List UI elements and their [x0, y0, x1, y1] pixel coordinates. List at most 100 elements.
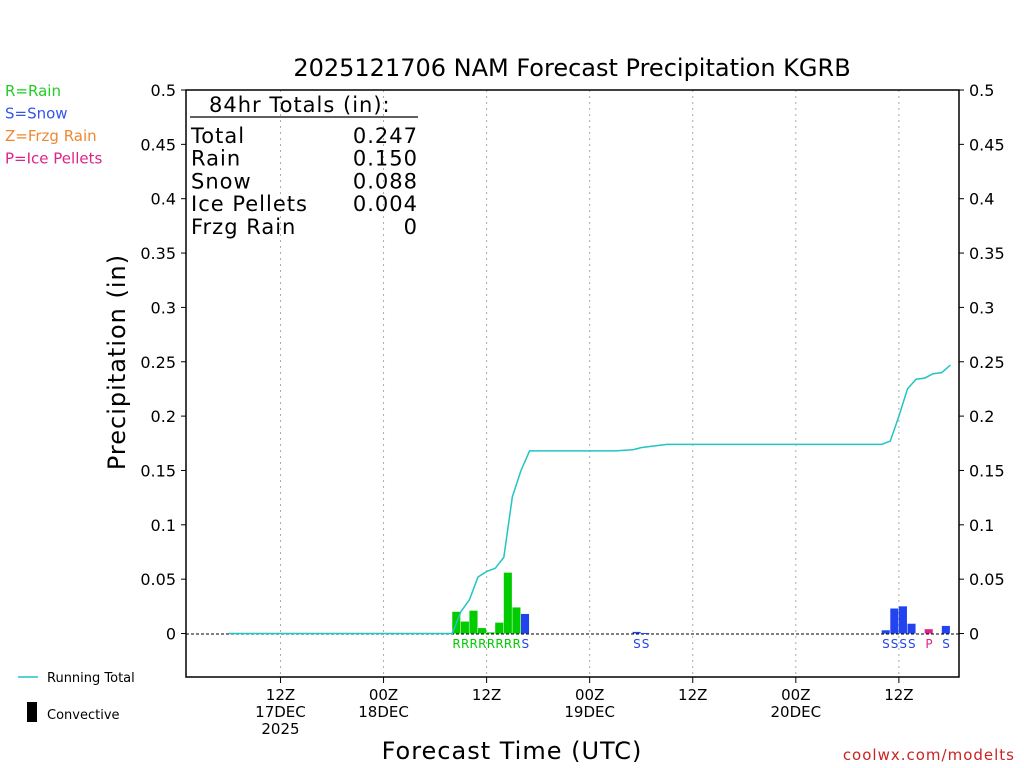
precip-bar [478, 628, 487, 634]
precip-type-legend: R=Rain S=Snow Z=Frzg Rain P=Ice Pellets [5, 82, 102, 168]
x-tick-label: 00Z [369, 686, 398, 704]
y-tick-label-right: 0.45 [969, 135, 1005, 154]
precip-bar [512, 607, 521, 634]
legend-entry: S=Snow [5, 105, 68, 123]
precip-type-label: S [642, 637, 650, 651]
convective-legend-label: Convective [47, 708, 120, 723]
precip-bar [641, 632, 650, 634]
precip-type-label: S [882, 637, 890, 651]
totals-value: 0.150 [353, 147, 418, 171]
y-tick-label-left: 0.45 [140, 135, 176, 154]
x-axis-label: Forecast Time (UTC) [382, 737, 643, 765]
precip-type-label: S [633, 637, 641, 651]
y-axis-label: Precipitation (in) [103, 254, 131, 470]
y-tick-label-right: 0.4 [969, 190, 994, 209]
y-tick-label-right: 0.25 [969, 353, 1005, 372]
precip-type-label: S [891, 637, 899, 651]
y-tick-label-left: 0.35 [140, 244, 176, 263]
x-tick-label: 12Z [678, 686, 707, 704]
precip-bar [503, 572, 512, 634]
x-tick-label: 12Z [884, 686, 913, 704]
totals-label: Snow [191, 169, 252, 193]
vertical-grid-lines [279, 90, 900, 677]
precip-bar [924, 629, 933, 634]
running-total-legend: Running Total [18, 671, 135, 686]
totals-value: 0.004 [353, 192, 418, 216]
precip-bar [907, 623, 916, 634]
precip-type-label: R [461, 637, 469, 651]
precip-type-label: R [470, 637, 478, 651]
x-tick-label: 17DEC [255, 703, 306, 721]
precip-type-label: R [504, 637, 512, 651]
totals-label: Ice Pellets [191, 192, 308, 216]
y-tick-label-right: 0.3 [969, 298, 994, 317]
y-tick-label-right: 0.1 [969, 516, 994, 535]
y-tick-label-left: 0.4 [151, 190, 176, 209]
y-tick-label-right: 0.35 [969, 244, 1005, 263]
y-tick-label-left: 0.3 [151, 298, 176, 317]
precip-type-label: R [487, 637, 495, 651]
precip-type-label: R [513, 637, 521, 651]
legend-entry: R=Rain [5, 82, 61, 100]
precip-bar [881, 630, 890, 634]
precip-bar [898, 606, 907, 634]
y-axis-right-ticks: 0 0.05 0.1 0.15 0.2 0.25 0.3 0.35 0.4 0.45 0.5 [959, 81, 1005, 644]
x-tick-label: 00Z [575, 686, 604, 704]
precip-type-label: P [925, 637, 932, 651]
precip-type-label: S [521, 637, 529, 651]
precip-type-label: S [942, 637, 950, 651]
y-tick-label-right: 0.05 [969, 570, 1005, 589]
precip-type-label: R [478, 637, 486, 651]
totals-value: 0 [404, 215, 418, 239]
x-tick-label: 19DEC [564, 703, 615, 721]
y-tick-label-left: 0.25 [140, 353, 176, 372]
x-tick-label: 20DEC [771, 703, 822, 721]
totals-value: 0.247 [353, 124, 418, 148]
credit-text: coolwx.com/modelts [843, 746, 1015, 764]
totals-heading: 84hr Totals (in): [209, 93, 391, 117]
y-tick-label-left: 0.15 [140, 461, 176, 480]
totals-label: Frzg Rain [191, 215, 296, 239]
y-tick-label-left: 0.05 [140, 570, 176, 589]
y-tick-label-left: 0 [166, 625, 176, 644]
totals-label: Total [190, 124, 245, 148]
precip-type-label: S [899, 637, 907, 651]
x-tick-label: 12Z [266, 686, 295, 704]
legend-entry: P=Ice Pellets [5, 150, 102, 168]
y-tick-label-right: 0.15 [969, 461, 1005, 480]
totals-box: 84hr Totals (in): Total 0.247 Rain 0.150 Snow… [190, 93, 418, 239]
y-tick-label-right: 0.5 [969, 81, 994, 100]
precip-bar [469, 610, 478, 634]
y-tick-label-left: 0.5 [151, 81, 176, 100]
totals-label: Rain [191, 147, 241, 171]
y-axis-left-ticks: 0 0.05 0.1 0.15 0.2 0.25 0.3 0.35 0.4 0.45 0.5 [140, 81, 186, 644]
precip-bar [486, 632, 495, 634]
legend-entry: Z=Frzg Rain [5, 127, 97, 145]
precip-type-label: S [908, 637, 916, 651]
y-tick-label-right: 0.2 [969, 407, 994, 426]
precip-bar [941, 625, 950, 634]
y-tick-label-left: 0.2 [151, 407, 176, 426]
precip-bar [890, 608, 899, 634]
y-tick-label-left: 0.1 [151, 516, 176, 535]
running-total-legend-label: Running Total [47, 671, 135, 686]
x-tick-label: 12Z [472, 686, 501, 704]
precip-bar [632, 631, 641, 634]
running-total-line [228, 364, 951, 635]
y-tick-label-right: 0 [969, 625, 979, 644]
precip-bar [520, 613, 530, 634]
totals-value: 0.088 [353, 169, 418, 193]
x-tick-label: 2025 [261, 720, 299, 738]
x-tick-label: 18DEC [358, 703, 409, 721]
precip-bar [460, 621, 469, 634]
convective-legend-swatch [27, 702, 37, 722]
plot-frame [185, 89, 960, 678]
precip-bar [495, 622, 504, 634]
precip-bars [452, 572, 950, 634]
precip-type-label: R [452, 637, 460, 651]
chart-title: 2025121706 NAM Forecast Precipitation KG… [293, 54, 850, 82]
convective-legend: Convective [27, 702, 120, 723]
